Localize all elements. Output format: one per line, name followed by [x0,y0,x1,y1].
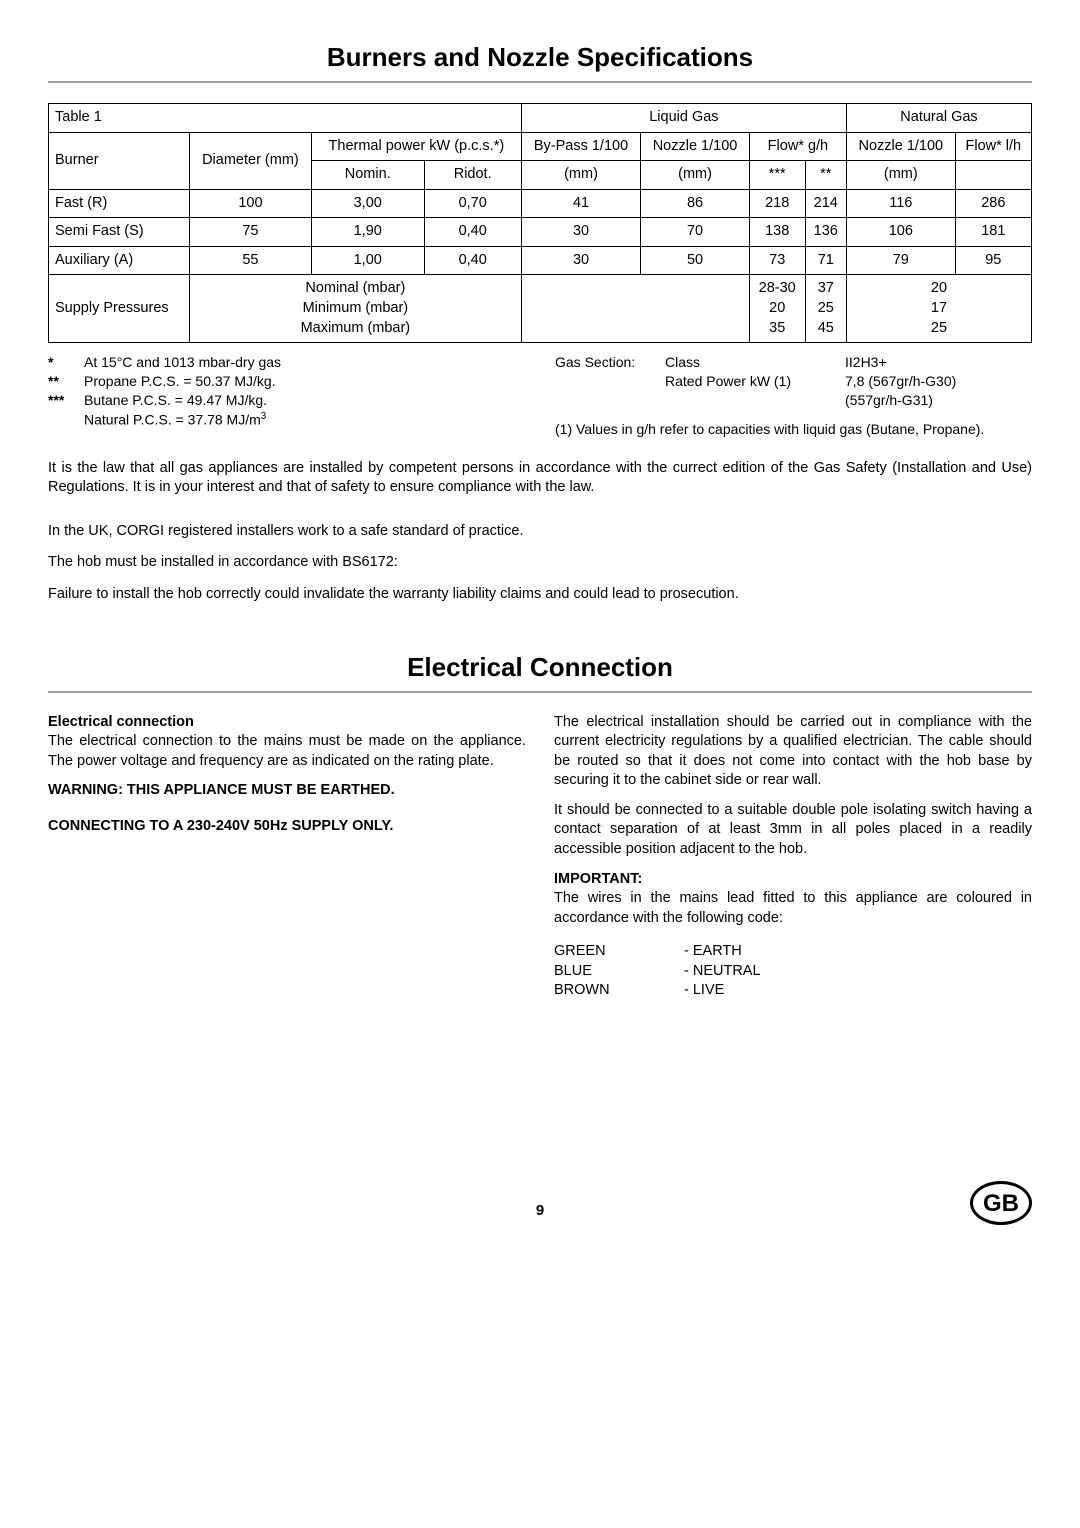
footnotes: *At 15°C and 1013 mbar-dry gas **Propane… [48,353,1032,439]
gas-section-note: (1) Values in g/h refer to capacities wi… [555,420,1032,439]
table-row: Fast (R) 100 3,00 0,70 41 86 218 214 116… [49,189,1032,218]
electrical-columns: Electrical connection The electrical con… [48,713,1032,1001]
warning-earthed: WARNING: THIS APPLIANCE MUST BE EARTHED. [48,781,526,801]
header-flow2: ** [805,161,846,190]
header-mm-1: (mm) [521,161,640,190]
table-caption: Table 1 [49,104,522,133]
header-bypass: By-Pass 1/100 [521,132,640,161]
header-burner: Burner [49,132,190,189]
header-thermal: Thermal power kW (p.c.s.*) [311,132,521,161]
warning-supply: CONNECTING TO A 230-240V 50Hz SUPPLY ONL… [48,817,526,837]
table-row: Semi Fast (S) 75 1,90 0,40 30 70 138 136… [49,218,1032,247]
gas-section-label: Gas Section: [555,353,665,410]
header-nozzle-lg: Nozzle 1/100 [641,132,750,161]
header-nozzle-ng: Nozzle 1/100 [846,132,955,161]
body-text: It is the law that all gas appliances ar… [48,459,1032,605]
header-ridot: Ridot. [424,161,521,190]
electrical-heading: Electrical connection [48,713,526,733]
header-nomin: Nomin. [311,161,424,190]
header-liquid-gas: Liquid Gas [521,104,846,133]
header-flow3: *** [749,161,805,190]
header-mm-2: (mm) [641,161,750,190]
header-mm-3: (mm) [846,161,955,190]
section-title-burners: Burners and Nozzle Specifications [48,40,1032,83]
section-title-electrical: Electrical Connection [48,650,1032,693]
page-number: 9 [48,1201,1032,1221]
header-natural-gas: Natural Gas [846,104,1031,133]
table-row: Auxiliary (A) 55 1,00 0,40 30 50 73 71 7… [49,246,1032,275]
gb-badge: GB [970,1181,1032,1225]
important-heading: IMPORTANT: [554,870,1032,890]
header-diameter: Diameter (mm) [189,132,311,189]
wire-color-list: GREEN- EARTH BLUE- NEUTRAL BROWN- LIVE [554,942,1032,1001]
header-flow-lg: Flow* g/h [749,132,846,161]
page-footer: 9 GB [48,1201,1032,1251]
supply-row: Supply Pressures Nominal (mbar) Minimum … [49,275,1032,343]
spec-table: Table 1 Liquid Gas Natural Gas Burner Di… [48,103,1032,343]
header-flow-ng: Flow* l/h [955,132,1031,161]
